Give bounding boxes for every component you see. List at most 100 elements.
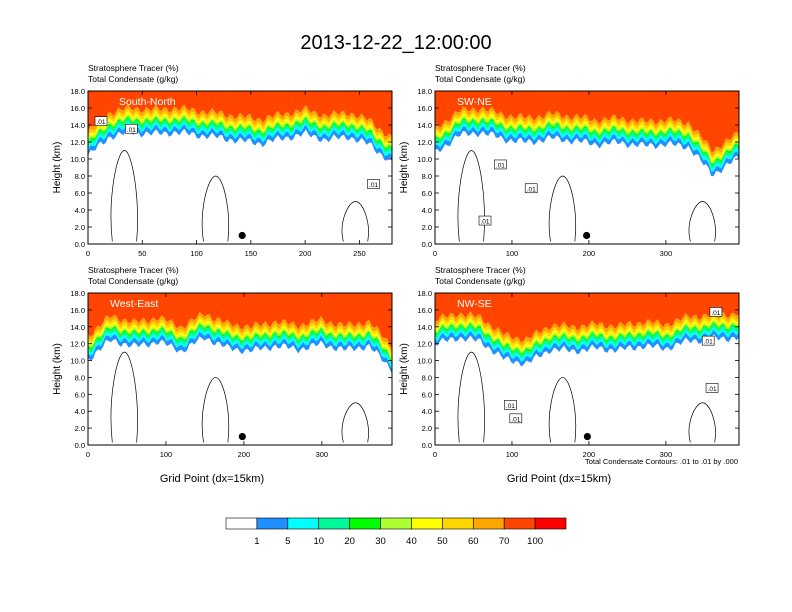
tracer-band-0 — [435, 91, 739, 152]
plot-area — [88, 293, 392, 443]
colorbar: 1 5 10 20 30 40 50 60 70 100 — [225, 517, 567, 547]
x-tick-label: 300 — [660, 450, 673, 459]
colorbar-swatch — [442, 517, 474, 530]
contour-label-box — [504, 400, 517, 410]
contour-label: .01 — [511, 416, 520, 423]
colorbar-swatch — [225, 517, 258, 530]
condensate-contour — [688, 201, 716, 242]
tracer-band-5 — [435, 118, 739, 166]
y-tick-label: 14.0 — [70, 121, 85, 130]
y-tick-label: 14.0 — [70, 323, 85, 332]
panel-top-right: .01 .01 .01 SW-NE Stratosphere Tracer (%)Tot… — [399, 63, 740, 258]
y-tick-label: 6.0 — [75, 189, 85, 198]
x-tick-label: 0 — [433, 450, 437, 459]
colorbar-swatch — [380, 517, 412, 530]
contour-label-box — [494, 159, 507, 170]
y-tick-label: 12.0 — [70, 138, 85, 147]
tracer-band-6 — [88, 118, 392, 154]
contour-label: .01 — [527, 186, 536, 193]
condensate-contour — [548, 175, 576, 242]
y-tick-label: 8.0 — [422, 373, 432, 382]
y-tick-label: 10.0 — [70, 357, 85, 366]
plot-frame — [434, 292, 740, 446]
panel-bottom-left: West-East Stratosphere Tracer (%)Total Co… — [52, 265, 393, 485]
tracer-band-4 — [435, 115, 739, 164]
x-tick-label: 100 — [506, 249, 519, 258]
contour-label: .01 — [481, 219, 490, 226]
y-tick-label: 4.0 — [75, 407, 85, 416]
y-tick-label: 14.0 — [417, 323, 432, 332]
location-marker — [583, 231, 591, 240]
condensate-contour — [457, 351, 485, 443]
y-axis-label: Height (km) — [52, 142, 63, 194]
y-tick-label: 6.0 — [422, 390, 432, 399]
y-tick-label: 4.0 — [422, 206, 432, 215]
tracer-band-2 — [435, 110, 739, 159]
y-tick-label: 16.0 — [70, 104, 85, 113]
location-marker — [238, 231, 246, 240]
plot-area: .01 .01 .01 — [88, 91, 392, 242]
tracer-band-6 — [435, 120, 739, 169]
y-axis-label: Height (km) — [399, 343, 410, 395]
colorbar-level-label: 60 — [468, 536, 479, 547]
colorbar-swatch — [349, 517, 381, 530]
x-tick-label: 0 — [433, 249, 437, 258]
colorbar-swatch — [503, 517, 536, 530]
condensate-contour — [688, 402, 716, 443]
contour-label: .01 — [506, 403, 515, 410]
y-tick-label: 16.0 — [417, 104, 432, 113]
tracer-band-3 — [88, 111, 392, 147]
colorbar-swatch — [318, 517, 350, 530]
tracer-band-6 — [88, 325, 392, 367]
plot-frame — [87, 90, 393, 245]
colorbar-level-label: 1 — [254, 536, 259, 547]
panel-top-left: .01 .01 .01 South-North Stratosphere Tracer … — [52, 63, 393, 258]
y-tick-label: 2.0 — [75, 424, 85, 433]
contour-label-box — [367, 179, 380, 189]
panel-title-tracer: Stratosphere Tracer (%) — [435, 63, 526, 73]
panel-label: West-East — [110, 298, 158, 310]
y-tick-label: 14.0 — [417, 121, 432, 130]
x-tick-label: 100 — [506, 450, 519, 459]
colorbar-level-label: 10 — [313, 536, 324, 547]
contour-label: .01 — [708, 386, 717, 393]
location-marker — [238, 432, 246, 441]
tracer-band-8 — [435, 329, 739, 367]
colorbar-level-label: 20 — [344, 536, 355, 547]
tracer-band-5 — [88, 116, 392, 151]
tracer-band-0 — [88, 91, 392, 137]
y-axis-label: Height (km) — [52, 343, 63, 395]
colorbar-swatch — [287, 517, 320, 530]
x-tick-label: 250 — [353, 249, 366, 258]
y-tick-label: 8.0 — [75, 373, 85, 382]
tracer-band-7 — [435, 123, 739, 172]
tracer-band-8 — [435, 126, 739, 177]
contour-label: .01 — [496, 162, 505, 169]
tracer-band-0 — [88, 293, 392, 350]
tracer-band-1 — [435, 106, 739, 156]
panel-title-condensate: Total Condensate (g/kg) — [88, 276, 178, 286]
y-tick-label: 10.0 — [417, 357, 432, 366]
x-tick-label: 0 — [86, 249, 90, 258]
x-tick-label: 0 — [86, 450, 90, 459]
condensate-contour — [341, 201, 369, 242]
colorbar-level-label: 40 — [406, 536, 417, 547]
condensate-contour — [548, 377, 576, 443]
tracer-band-7 — [88, 328, 392, 370]
contour-label: .01 — [127, 127, 136, 134]
condensate-contour — [201, 175, 229, 242]
contour-label-box — [709, 307, 723, 317]
tracer-band-3 — [435, 113, 739, 162]
panel-title-tracer: Stratosphere Tracer (%) — [88, 265, 179, 275]
plot-area: .01 .01 .01 — [435, 91, 739, 242]
y-tick-label: 6.0 — [75, 390, 85, 399]
y-axis-label: Height (km) — [399, 142, 410, 194]
y-tick-label: 10.0 — [417, 155, 432, 164]
contour-label-box — [478, 215, 492, 226]
y-tick-label: 4.0 — [75, 206, 85, 215]
plot-area: .01 .01 .01 .01 .01 — [435, 293, 739, 443]
x-tick-label: 150 — [245, 249, 258, 258]
tracer-band-1 — [435, 310, 739, 347]
y-tick-label: 6.0 — [422, 189, 432, 198]
